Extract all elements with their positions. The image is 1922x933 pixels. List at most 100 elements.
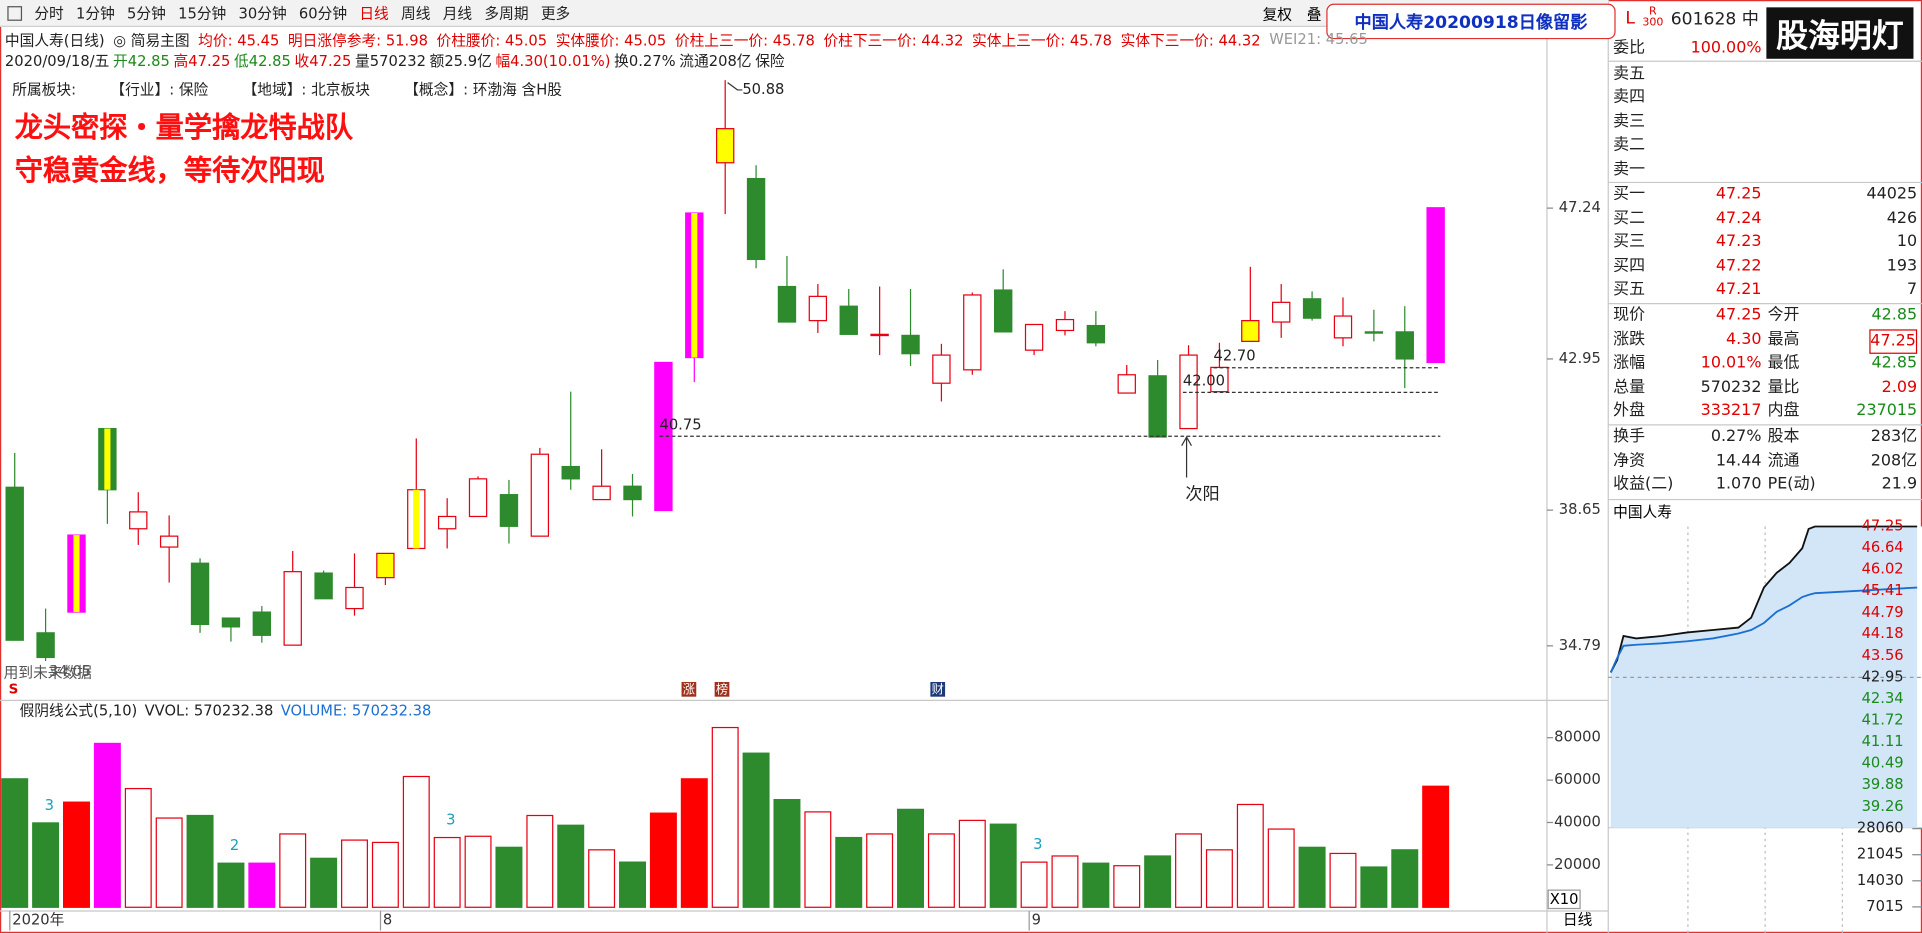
quote-value: 47.25 xyxy=(1715,306,1762,325)
candle-body xyxy=(746,177,766,261)
quote-label: 流通 xyxy=(1767,451,1800,470)
indicator-item: WEI21: 45.65 xyxy=(1269,30,1368,48)
info-item: 流通208亿 xyxy=(679,52,752,70)
toolbar-button[interactable]: 叠 xyxy=(1306,5,1322,23)
period-tab[interactable]: 多周期 xyxy=(484,4,529,23)
count-label: 3 xyxy=(45,797,54,814)
volume-bar xyxy=(989,823,1017,908)
minute-line xyxy=(1609,525,1918,673)
note-arrow-head xyxy=(1181,435,1193,446)
candle-body xyxy=(159,535,179,548)
volume-bar xyxy=(1329,852,1357,908)
sector-item: 所属板块: xyxy=(12,80,77,98)
y-tick-label: 40000 xyxy=(1554,813,1601,830)
r: R xyxy=(1649,6,1657,19)
period-tab[interactable]: 1分钟 xyxy=(76,4,115,23)
candle-body xyxy=(1086,324,1106,344)
volume-bar xyxy=(155,817,183,908)
volume-bar xyxy=(433,836,461,908)
candle-body xyxy=(1333,315,1353,339)
quote-label: PE(动) xyxy=(1767,475,1816,494)
quote-label: 委比 xyxy=(1613,39,1646,58)
toolbar-icon[interactable] xyxy=(7,5,23,21)
info-line: 2020/09/18/五 开42.85 高47.25 低42.85 收47.25 量570… xyxy=(5,50,785,70)
quote-label: 股本 xyxy=(1767,427,1800,446)
r-mark: R 300 xyxy=(1642,7,1663,29)
y-tick-label: 38.65 xyxy=(1559,501,1601,518)
bid-volume: 7 xyxy=(1907,280,1918,300)
quote-label: 收益(二) xyxy=(1613,475,1674,494)
toolbar-button[interactable]: 复权 xyxy=(1262,5,1293,23)
quote-label: 卖五 xyxy=(1613,64,1646,84)
quote-value: 1.070 xyxy=(1715,475,1762,494)
quote-label: 买三 xyxy=(1613,232,1646,252)
level-label: 42.70 xyxy=(1214,348,1256,365)
quote-label: 买四 xyxy=(1613,256,1646,276)
period-tab[interactable]: 分时 xyxy=(34,4,64,23)
minute-y-label: 41.11 xyxy=(1862,733,1904,750)
info-item: 2020/09/18/五 xyxy=(4,52,110,70)
minute-y-label: 44.18 xyxy=(1862,625,1904,642)
quote-value: 333217 xyxy=(1700,402,1762,421)
period-tab[interactable]: 更多 xyxy=(540,4,571,23)
quote-panel: 委比 100.00% 卖五 卖四 卖三 卖二 卖一 买一 47.25 44025 买二 47.24 42… xyxy=(1608,0,1922,526)
high-label: 50.88 xyxy=(742,81,784,98)
bid-price: 47.22 xyxy=(1715,256,1762,276)
code-bar: L R 300 601628 中 xyxy=(1625,5,1758,32)
minute-vol-label: 14030 xyxy=(1857,872,1904,889)
quote-value: 21.9 xyxy=(1881,475,1918,494)
count-label: 3 xyxy=(1033,836,1042,853)
period-tab[interactable]: 5分钟 xyxy=(127,4,166,23)
quote-label: 卖四 xyxy=(1613,88,1646,108)
volume-bar xyxy=(557,824,585,908)
marker-box xyxy=(930,681,946,697)
period-tab[interactable]: 15分钟 xyxy=(178,4,227,23)
info-item: 高47.25 xyxy=(173,52,231,70)
bid-price: 47.25 xyxy=(1715,184,1762,204)
volume-bar xyxy=(310,857,338,908)
y-tick-label: 20000 xyxy=(1554,856,1601,873)
candle-body xyxy=(129,511,148,530)
candle-body xyxy=(715,128,735,164)
minute-y-label: 46.64 xyxy=(1862,539,1904,556)
period-tab[interactable]: 月线 xyxy=(442,4,473,23)
quote-value: 4.30 xyxy=(1725,330,1762,349)
minute-vol-label: 7015 xyxy=(1866,898,1903,915)
info-item: 量570232 xyxy=(355,52,426,70)
quote-label: 外盘 xyxy=(1613,402,1646,421)
y-tick-label: 42.95 xyxy=(1559,350,1601,367)
period-tab[interactable]: 周线 xyxy=(401,4,431,23)
volume-bar xyxy=(1422,785,1450,908)
volume-bar xyxy=(1020,861,1048,908)
bid-volume: 426 xyxy=(1886,208,1918,228)
volume-bar xyxy=(897,808,925,908)
indicator-item: 实体腰价: 45.05 xyxy=(555,31,667,49)
period-tab[interactable]: 60分钟 xyxy=(298,4,348,23)
period-label: 日线 xyxy=(1563,912,1593,929)
quote-label: 买一 xyxy=(1613,184,1646,204)
volume-bar xyxy=(1267,828,1295,908)
bid-volume: 10 xyxy=(1896,232,1918,252)
candle-body xyxy=(1024,323,1044,351)
candle-body xyxy=(777,285,797,323)
candle-body xyxy=(376,552,395,579)
quote-value: 42.85 xyxy=(1871,306,1918,325)
y-tick-label: 47.24 xyxy=(1559,199,1601,216)
indicator-item: 价柱腰价: 45.05 xyxy=(436,31,548,49)
sector-line: 所属板块: 【行业】: 保险 【地域】: 北京板块 【概念】: 环渤海 含H股 xyxy=(12,78,562,98)
volume-bar xyxy=(248,862,276,908)
period-tab[interactable]: 日线 xyxy=(359,4,389,23)
minute-y-label: 42.34 xyxy=(1862,690,1904,707)
volume-bar xyxy=(186,814,214,908)
period-tab[interactable]: 30分钟 xyxy=(238,4,287,23)
volume-bar xyxy=(1175,833,1203,908)
minute-y-label: 47.25 xyxy=(1862,517,1904,534)
volume-bar xyxy=(1,778,29,908)
indicator-item: ◎ 简易主图 xyxy=(113,31,190,49)
volume-bar xyxy=(958,819,986,908)
candle-body xyxy=(1426,207,1445,364)
minute-y-label: 41.72 xyxy=(1862,712,1904,729)
sector-item: 【地域】: 北京板块 xyxy=(242,80,370,98)
